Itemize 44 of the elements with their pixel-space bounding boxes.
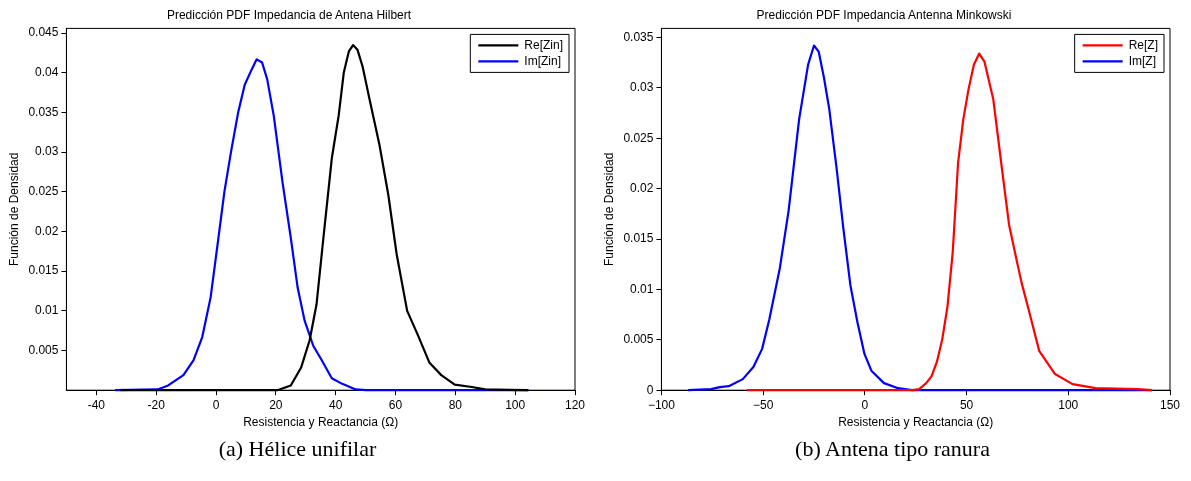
y-tick-label: 0.035 — [622, 29, 654, 44]
y-axis-title: Función de Densidad — [6, 152, 21, 267]
y-tick-label: 0.04 — [34, 65, 59, 80]
x-axis-title: Resistencia y Reactancia (Ω) — [837, 415, 993, 430]
legend-label: Re[Zin] — [523, 37, 563, 52]
x-tick-label: 0 — [212, 397, 220, 412]
x-tick-label: -20 — [147, 397, 165, 412]
legend-label: Im[Zin] — [523, 53, 561, 68]
x-tick-label: 50 — [959, 397, 974, 412]
y-tick-label: 0.015 — [622, 231, 654, 246]
y-tick-label: 0.03 — [629, 80, 654, 95]
y-tick-label: 0.03 — [34, 144, 59, 159]
x-tick-label: 40 — [328, 397, 343, 412]
y-tick-label: 0 — [646, 382, 654, 397]
x-tick-label: 100 — [504, 397, 525, 412]
y-tick-label: 0.02 — [629, 180, 654, 195]
x-tick-label: 150 — [1159, 397, 1180, 412]
y-tick-label: 0.015 — [27, 263, 59, 278]
y-tick-label: 0.035 — [27, 104, 59, 119]
x-tick-label: 80 — [448, 397, 462, 412]
y-tick-label: 0.005 — [27, 342, 59, 357]
y-tick-label: 0.02 — [34, 223, 59, 238]
y-tick-label: 0.01 — [34, 303, 59, 318]
x-tick-label: −100 — [647, 397, 675, 412]
chart-title: Predicción PDF Impedancia Antenna Minkowski — [756, 7, 1011, 22]
x-axis-title: Resistencia y Reactancia (Ω) — [242, 415, 398, 430]
x-tick-label: 60 — [388, 397, 402, 412]
y-tick-label: 0.025 — [622, 130, 654, 145]
y-tick-label: 0.005 — [622, 332, 654, 347]
x-tick-label: 0 — [861, 397, 869, 412]
y-tick-label: 0.045 — [27, 25, 59, 40]
legend-label: Im[Z] — [1128, 53, 1156, 68]
x-tick-label: 120 — [564, 397, 585, 412]
x-tick-label: 100 — [1057, 397, 1079, 412]
y-axis-title: Función de Densidad — [601, 152, 616, 267]
legend-label: Re[Z] — [1128, 37, 1158, 52]
text: (a) Hélice unifilar — [218, 436, 377, 462]
chart-title: Predicción PDF Impedancia de Antena Hilbert — [166, 7, 412, 22]
x-tick-label: -40 — [87, 397, 105, 412]
x-tick-label: −50 — [752, 397, 774, 412]
x-tick-label: 20 — [268, 397, 283, 412]
y-tick-label: 0.025 — [27, 184, 59, 199]
text: (b) Antena tipo ranura — [795, 436, 990, 462]
y-tick-label: 0.01 — [629, 281, 654, 296]
